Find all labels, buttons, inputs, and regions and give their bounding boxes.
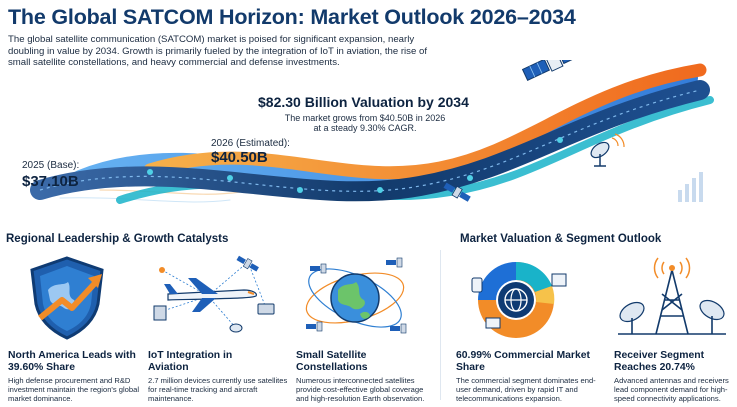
card-commercial-desc: The commercial segment dominates end-use… [456, 376, 596, 403]
card-aviation-heading: IoT Integration in Aviation [148, 350, 233, 373]
airplane-network-icon [153, 255, 275, 333]
target-valuation-title: $82.30 Billion Valuation by 2034 [258, 94, 469, 110]
card-aviation-desc: 2.7 million devices currently use satell… [148, 376, 288, 403]
card-receiver-desc: Advanced antennas and receivers lead com… [614, 376, 729, 403]
page-title: The Global SATCOM Horizon: Market Outloo… [8, 5, 576, 29]
satellite-icon [521, 60, 587, 81]
estimated-year-value: $40.50B [211, 149, 268, 166]
satellite-dish-icon [590, 133, 625, 167]
card-receiver-heading: Receiver Segment Reaches 20.74% [614, 350, 705, 373]
donut-globe-icon [471, 261, 567, 338]
intro-paragraph: The global satellite communication (SATC… [8, 34, 427, 69]
card-north-america-desc: High defense procurement and R&D investm… [8, 376, 140, 403]
growth-ribbon-illustration [30, 60, 714, 204]
antenna-tower-icon [618, 257, 726, 335]
mini-bar-chart [678, 172, 703, 202]
base-year-label: 2025 (Base): [22, 160, 80, 171]
small-satellite-icon [443, 182, 471, 202]
section-divider [440, 250, 441, 400]
base-year-value: $37.10B [22, 173, 79, 190]
card-north-america-heading: North America Leads with 39.60% Share [8, 350, 136, 373]
card-commercial-heading: 60.99% Commercial Market Share [456, 350, 590, 373]
target-valuation-desc: The market grows from $40.50B in 2026 at… [284, 113, 446, 134]
ribbon-navy [30, 80, 710, 202]
timeline-nodes [147, 137, 563, 193]
section-title-valuation: Market Valuation & Segment Outlook [460, 233, 662, 245]
card-smallsat-heading: Small Satellite Constellations [296, 350, 368, 373]
globe-constellation-icon [305, 257, 407, 334]
ribbon-orange [143, 63, 707, 180]
shield-arrow-icon [30, 256, 104, 340]
card-smallsat-desc: Numerous interconnected satellites provi… [296, 376, 425, 403]
section-title-regional: Regional Leadership & Growth Catalysts [6, 233, 229, 245]
estimated-year-label: 2026 (Estimated): [211, 138, 290, 149]
